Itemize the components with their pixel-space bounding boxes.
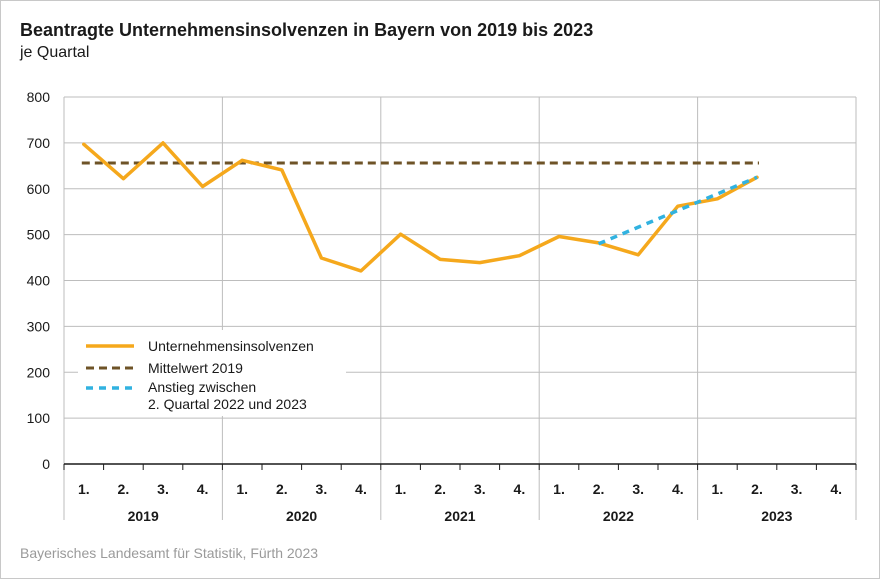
x-quarter-label: 4. xyxy=(514,481,526,497)
series xyxy=(81,141,759,273)
y-tick-label: 800 xyxy=(27,89,51,105)
legend-label-mittelwert: Mittelwert 2019 xyxy=(148,360,243,376)
x-quarter-label: 1. xyxy=(78,481,90,497)
source-note: Bayerisches Landesamt für Statistik, Für… xyxy=(20,545,319,561)
chart-subtitle: je Quartal xyxy=(20,44,90,61)
y-tick-label: 300 xyxy=(27,318,51,334)
y-tick-label: 700 xyxy=(27,135,51,151)
x-quarter-label: 3. xyxy=(632,481,644,497)
x-quarter-label: 4. xyxy=(197,481,209,497)
legend: Unternehmensinsolvenzen Mittelwert 2019 An… xyxy=(78,330,346,416)
x-year-label: 2021 xyxy=(444,508,475,524)
legend-label-anstieg: Anstieg zwischen 2. Quartal 2022 und 2023 xyxy=(148,379,307,412)
y-tick-label: 100 xyxy=(27,410,51,426)
x-year-label: 2020 xyxy=(286,508,317,524)
y-tick-label: 0 xyxy=(42,456,50,472)
x-quarter-label: 2. xyxy=(593,481,605,497)
legend-label-anstieg-line: Anstieg zwischen xyxy=(148,379,256,395)
y-tick-label: 400 xyxy=(27,273,51,289)
x-quarter-label: 2. xyxy=(118,481,130,497)
x-quarter-label: 1. xyxy=(712,481,724,497)
series-line-anstieg xyxy=(597,175,758,246)
x-quarter-label: 2. xyxy=(434,481,446,497)
legend-label-insolvenzen: Unternehmensinsolvenzen xyxy=(148,338,314,354)
x-year-label: 2023 xyxy=(761,508,792,524)
series-line-insolvenzen xyxy=(82,141,759,273)
x-quarter-label: 3. xyxy=(316,481,328,497)
x-quarter-label: 1. xyxy=(395,481,407,497)
x-quarter-label: 3. xyxy=(474,481,486,497)
x-quarter-label: 4. xyxy=(355,481,367,497)
x-quarter-label: 4. xyxy=(672,481,684,497)
y-tick-label: 200 xyxy=(27,364,51,380)
legend-label-anstieg-line: 2. Quartal 2022 und 2023 xyxy=(148,396,307,412)
x-quarter-label: 2. xyxy=(276,481,288,497)
x-quarter-label: 3. xyxy=(157,481,169,497)
x-year-label: 2019 xyxy=(128,508,159,524)
x-quarter-label: 1. xyxy=(236,481,248,497)
x-quarter-label: 3. xyxy=(791,481,803,497)
x-quarter-label: 4. xyxy=(830,481,842,497)
grid xyxy=(63,96,857,464)
y-tick-label: 600 xyxy=(27,181,51,197)
x-quarter-label: 1. xyxy=(553,481,565,497)
axes: 0 100 200 300 400 500 600 700 800 1. 2. 3. 4. 1. 2. 3. 4… xyxy=(27,89,857,524)
x-quarter-label: 2. xyxy=(751,481,763,497)
x-year-label: 2022 xyxy=(603,508,634,524)
chart-title: Beantragte Unternehmensinsolvenzen in Ba… xyxy=(20,20,594,40)
y-tick-label: 500 xyxy=(27,227,51,243)
